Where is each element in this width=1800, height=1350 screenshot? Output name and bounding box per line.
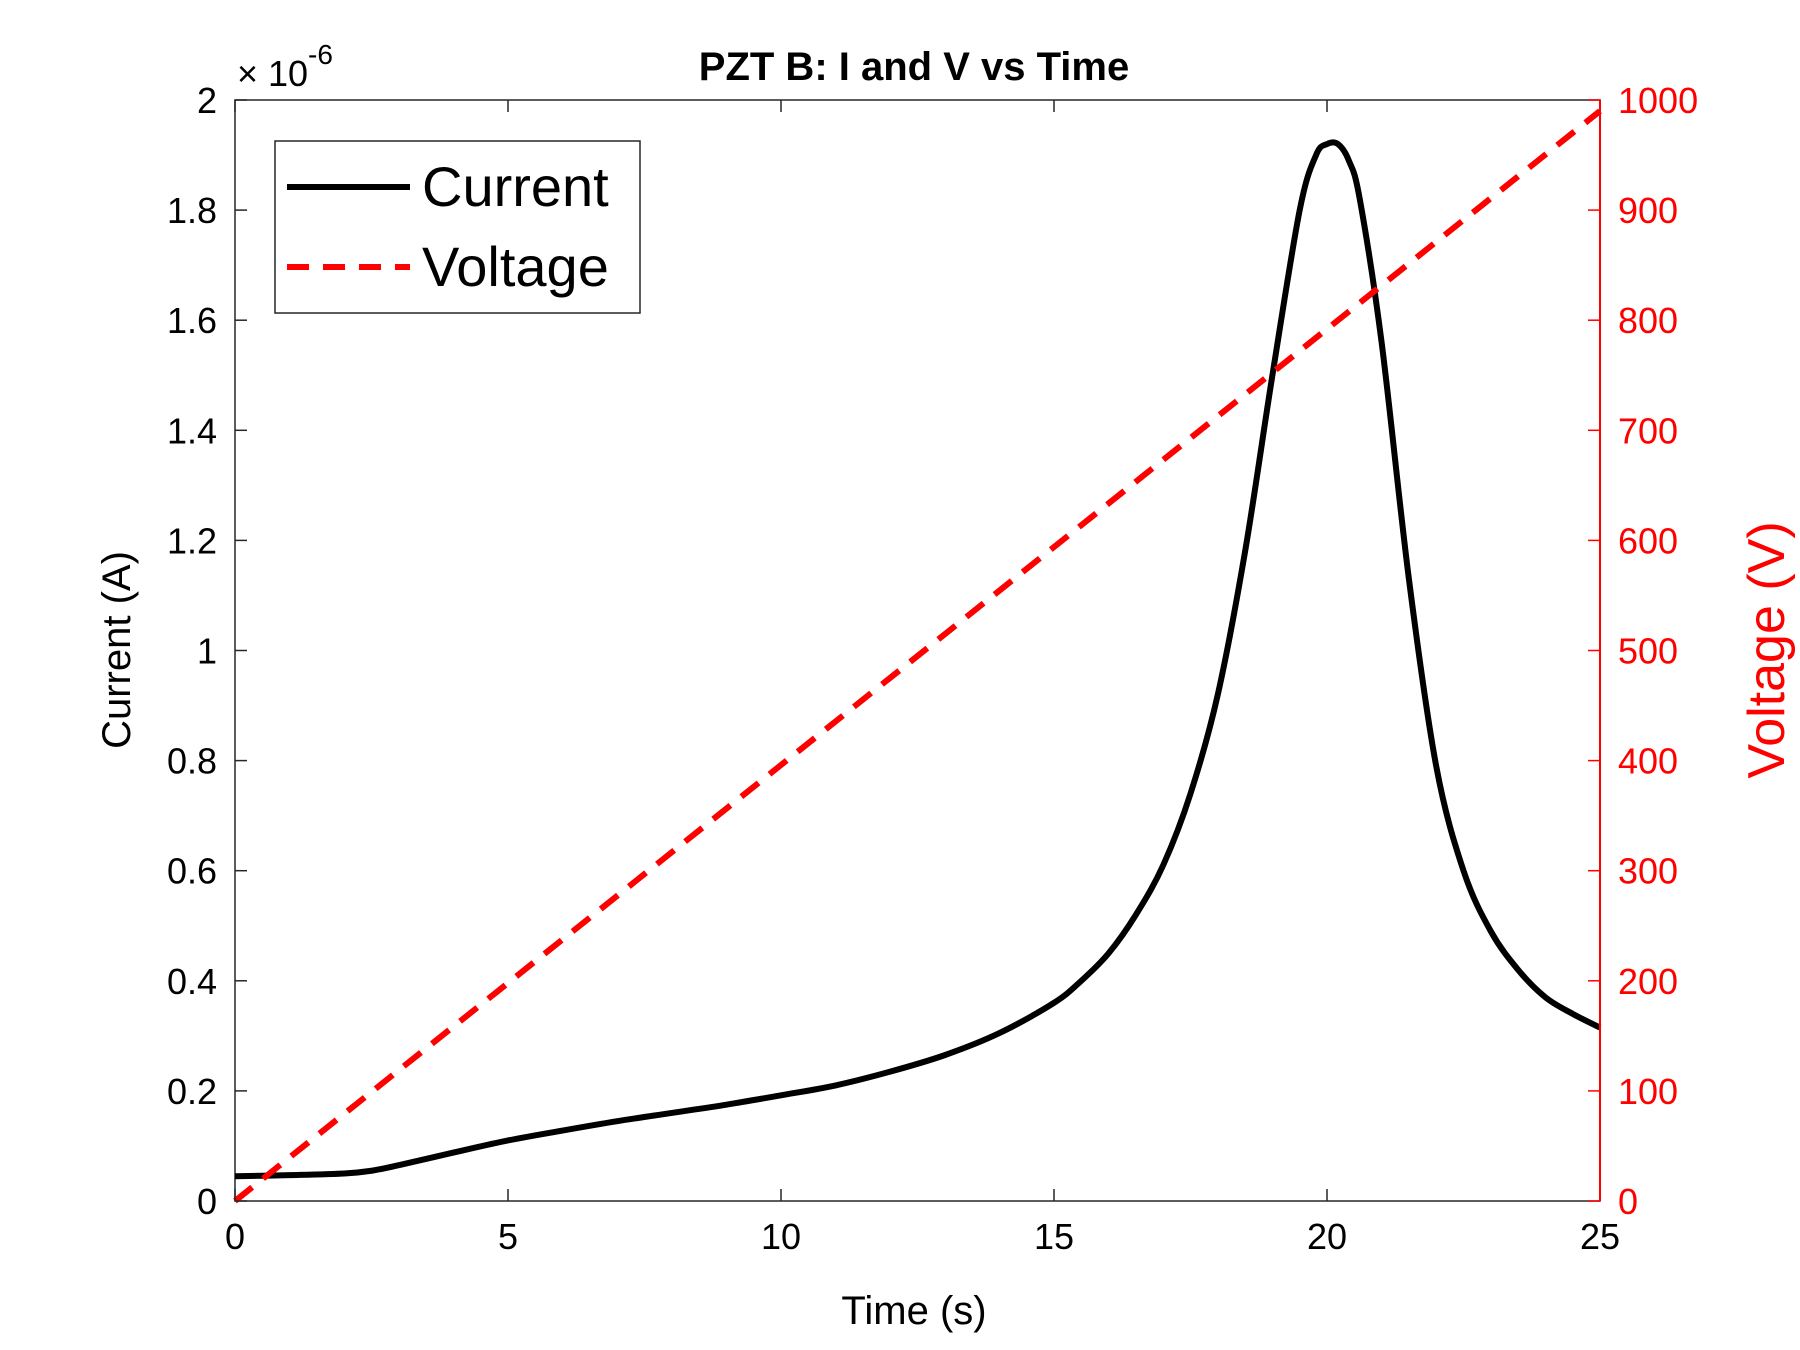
y-left-tick-label: 0.6 xyxy=(167,851,217,892)
y-right-tick-label: 200 xyxy=(1618,961,1678,1002)
y-right-tick-label: 300 xyxy=(1618,851,1678,892)
series-line-voltage xyxy=(233,108,1602,1204)
legend-voltage-label: Voltage xyxy=(422,235,609,298)
y-axis-left-label: Current (A) xyxy=(95,551,139,749)
legend-current-label: Current xyxy=(422,155,609,218)
x-tick-label: 25 xyxy=(1580,1216,1620,1257)
exponent-power: -6 xyxy=(308,39,333,70)
series-layer xyxy=(233,108,1602,1204)
y-left-tick-label: 1.2 xyxy=(167,520,217,561)
y-right-tick-label: 400 xyxy=(1618,741,1678,782)
y-right-tick-label: 600 xyxy=(1618,520,1678,561)
legend: Current Voltage xyxy=(274,140,641,314)
y-left-exponent: × 10 -6 xyxy=(237,39,333,94)
y-left-tick-label: 0 xyxy=(197,1181,217,1222)
y-left-tick-label: 0.2 xyxy=(167,1071,217,1112)
y-right-tick-label: 800 xyxy=(1618,300,1678,341)
y-right-tick-label: 1000 xyxy=(1618,80,1698,121)
y-left-tick-label: 0.4 xyxy=(167,961,217,1002)
x-tick-label: 15 xyxy=(1034,1216,1074,1257)
y-right-tick-label: 100 xyxy=(1618,1071,1678,1112)
y-right-tick-label: 0 xyxy=(1618,1181,1638,1222)
x-tick-label: 5 xyxy=(498,1216,518,1257)
y-left-tick-label: 1.6 xyxy=(167,300,217,341)
y-left-tick-label: 0.8 xyxy=(167,741,217,782)
x-axis-label: Time (s) xyxy=(841,1289,986,1333)
y-axis-right: 0 100 200 300 400 500 600 700 800 900 1000 xyxy=(1588,80,1698,1222)
y-left-tick-label: 1.8 xyxy=(167,190,217,231)
exponent-base: 10 xyxy=(268,53,308,94)
y-right-tick-label: 500 xyxy=(1618,631,1678,672)
y-axis-right-label: Voltage (V) xyxy=(1738,521,1796,778)
exponent-times-symbol: × xyxy=(237,53,258,94)
y-axis-left: 0 0.2 0.4 0.6 0.8 1 1.2 1.4 1.6 1.8 2 xyxy=(167,80,247,1222)
y-left-tick-label: 1 xyxy=(197,631,217,672)
chart-title: PZT B: I and V vs Time xyxy=(699,45,1129,89)
y-left-tick-label: 1.4 xyxy=(167,410,217,451)
y-right-tick-label: 700 xyxy=(1618,410,1678,451)
y-right-tick-label: 900 xyxy=(1618,190,1678,231)
legend-box xyxy=(274,140,641,314)
x-tick-label: 10 xyxy=(761,1216,801,1257)
x-tick-label: 20 xyxy=(1307,1216,1347,1257)
y-left-tick-label: 2 xyxy=(197,80,217,121)
x-axis: 0 5 10 15 20 25 xyxy=(225,100,1620,1257)
x-tick-label: 0 xyxy=(225,1216,245,1257)
series-line-current xyxy=(234,139,1602,1180)
